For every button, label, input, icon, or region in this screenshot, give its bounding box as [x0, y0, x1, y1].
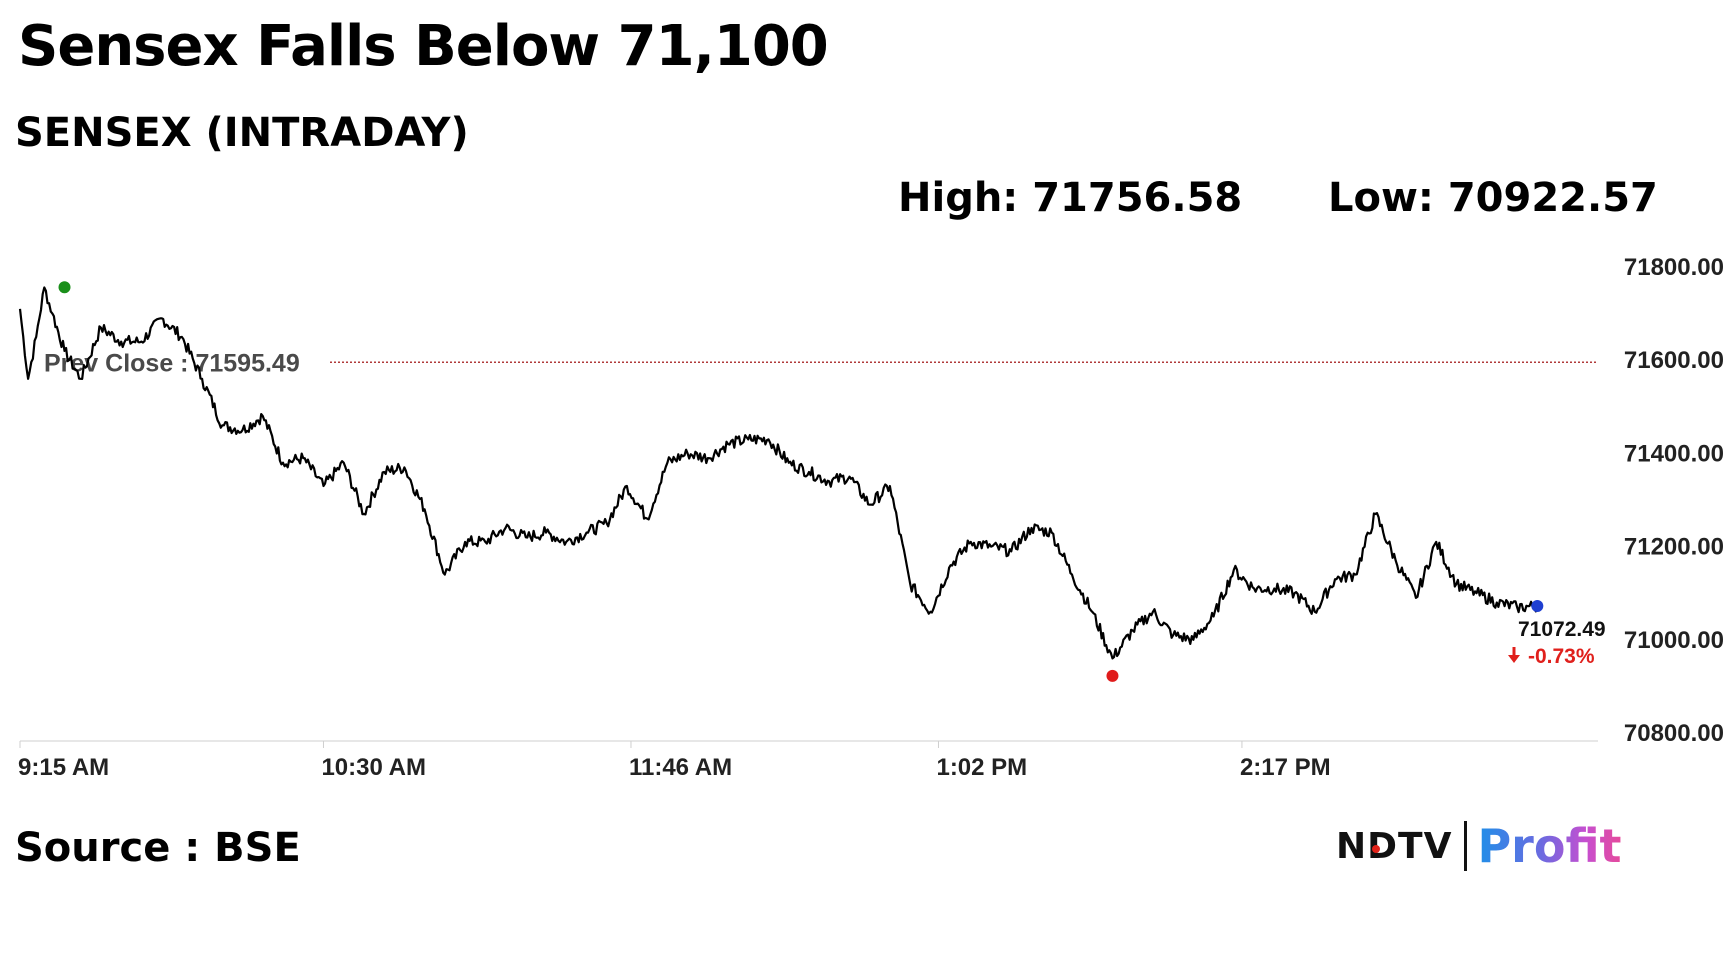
y-tick-label: 71200.00: [1624, 534, 1724, 561]
headline: Sensex Falls Below 71,100: [18, 14, 829, 79]
x-tick-label: 1:02 PM: [936, 754, 1027, 781]
last-marker: [1531, 600, 1544, 613]
high-marker: [58, 281, 71, 294]
high-value: High: 71756.58: [898, 175, 1243, 221]
change-label: -0.73%: [1528, 645, 1595, 668]
logo-profit-text: Profit: [1477, 819, 1622, 873]
y-tick-label: 71000.00: [1624, 627, 1724, 654]
ndtv-profit-logo: NDTV Profit: [1336, 818, 1622, 874]
x-tick-label: 9:15 AM: [18, 754, 109, 781]
low-marker: [1106, 669, 1119, 682]
y-tick-label: 70800.00: [1624, 720, 1724, 747]
y-tick-label: 71800.00: [1624, 254, 1724, 281]
x-tick-label: 11:46 AM: [629, 754, 732, 781]
x-tick-label: 2:17 PM: [1240, 754, 1331, 781]
x-tick-label: 10:30 AM: [321, 754, 425, 781]
y-tick-label: 71600.00: [1624, 347, 1724, 374]
chart-subtitle: SENSEX (INTRADAY): [15, 110, 469, 156]
logo-dot-icon: [1372, 844, 1380, 853]
source-label: Source : BSE: [15, 825, 301, 871]
last-value-label: 71072.49: [1518, 618, 1606, 641]
down-arrow-icon: [1508, 647, 1520, 663]
logo-divider: [1464, 821, 1468, 871]
sensex-line: [18, 286, 1539, 660]
logo-ndtv-text: NDTV: [1336, 825, 1453, 867]
low-value: Low: 70922.57: [1328, 175, 1658, 221]
y-tick-label: 71400.00: [1624, 440, 1724, 467]
